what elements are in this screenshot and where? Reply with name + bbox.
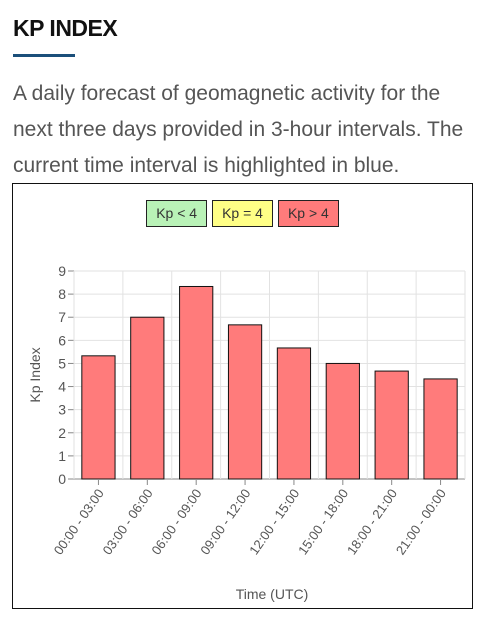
page-title: KP INDEX bbox=[13, 15, 118, 41]
y-tick-label: 0 bbox=[58, 471, 66, 487]
x-tick-label: 03:00 - 06:00 bbox=[100, 486, 156, 557]
y-axis-title: Kp Index bbox=[27, 347, 43, 402]
legend-item-kp-above-4[interactable]: Kp > 4 bbox=[277, 200, 339, 227]
chart-legend: Kp < 4 Kp = 4 Kp > 4 bbox=[13, 200, 472, 227]
y-tick-label: 4 bbox=[58, 379, 66, 395]
y-tick-label: 3 bbox=[58, 402, 66, 418]
legend-item-kp-equal-4[interactable]: Kp = 4 bbox=[212, 200, 273, 227]
x-tick-label: 12:00 - 15:00 bbox=[246, 486, 302, 557]
y-tick-label: 5 bbox=[58, 355, 66, 371]
x-tick-label: 00:00 - 03:00 bbox=[51, 486, 107, 557]
bar-12001500 bbox=[276, 347, 312, 480]
x-tick-label: 18:00 - 21:00 bbox=[344, 486, 400, 557]
kp-index-chart: Kp < 4 Kp = 4 Kp > 4 0 1 2 3 4 5 6 7 8 9 00:00 - 0… bbox=[12, 183, 473, 609]
x-axis-title: Time (UTC) bbox=[236, 586, 309, 602]
y-tick-label: 1 bbox=[58, 448, 66, 464]
bar-03000600 bbox=[130, 316, 165, 480]
y-tick-label: 7 bbox=[58, 309, 66, 325]
bar-18002100 bbox=[374, 370, 409, 480]
x-tick-label: 06:00 - 09:00 bbox=[148, 486, 204, 557]
y-tick-label: 8 bbox=[58, 286, 66, 302]
page-description: A daily forecast of geomagnetic activity… bbox=[13, 82, 464, 177]
y-tick-label: 2 bbox=[58, 425, 66, 441]
x-tick-label: 15:00 - 18:00 bbox=[295, 486, 351, 557]
x-tick-label: 09:00 - 12:00 bbox=[197, 486, 253, 557]
y-tick-label: 9 bbox=[58, 263, 66, 279]
bar-00000300 bbox=[81, 355, 116, 480]
title-underline bbox=[13, 54, 75, 57]
x-tick-label: 21:00 - 00:00 bbox=[393, 486, 449, 557]
legend-item-kp-below-4[interactable]: Kp < 4 bbox=[146, 200, 208, 227]
bar-21000000 bbox=[423, 378, 458, 480]
bar-09001200 bbox=[227, 324, 263, 480]
bar-06000900 bbox=[179, 285, 214, 480]
bar-15001800 bbox=[325, 362, 360, 480]
y-tick-label: 6 bbox=[58, 332, 66, 348]
